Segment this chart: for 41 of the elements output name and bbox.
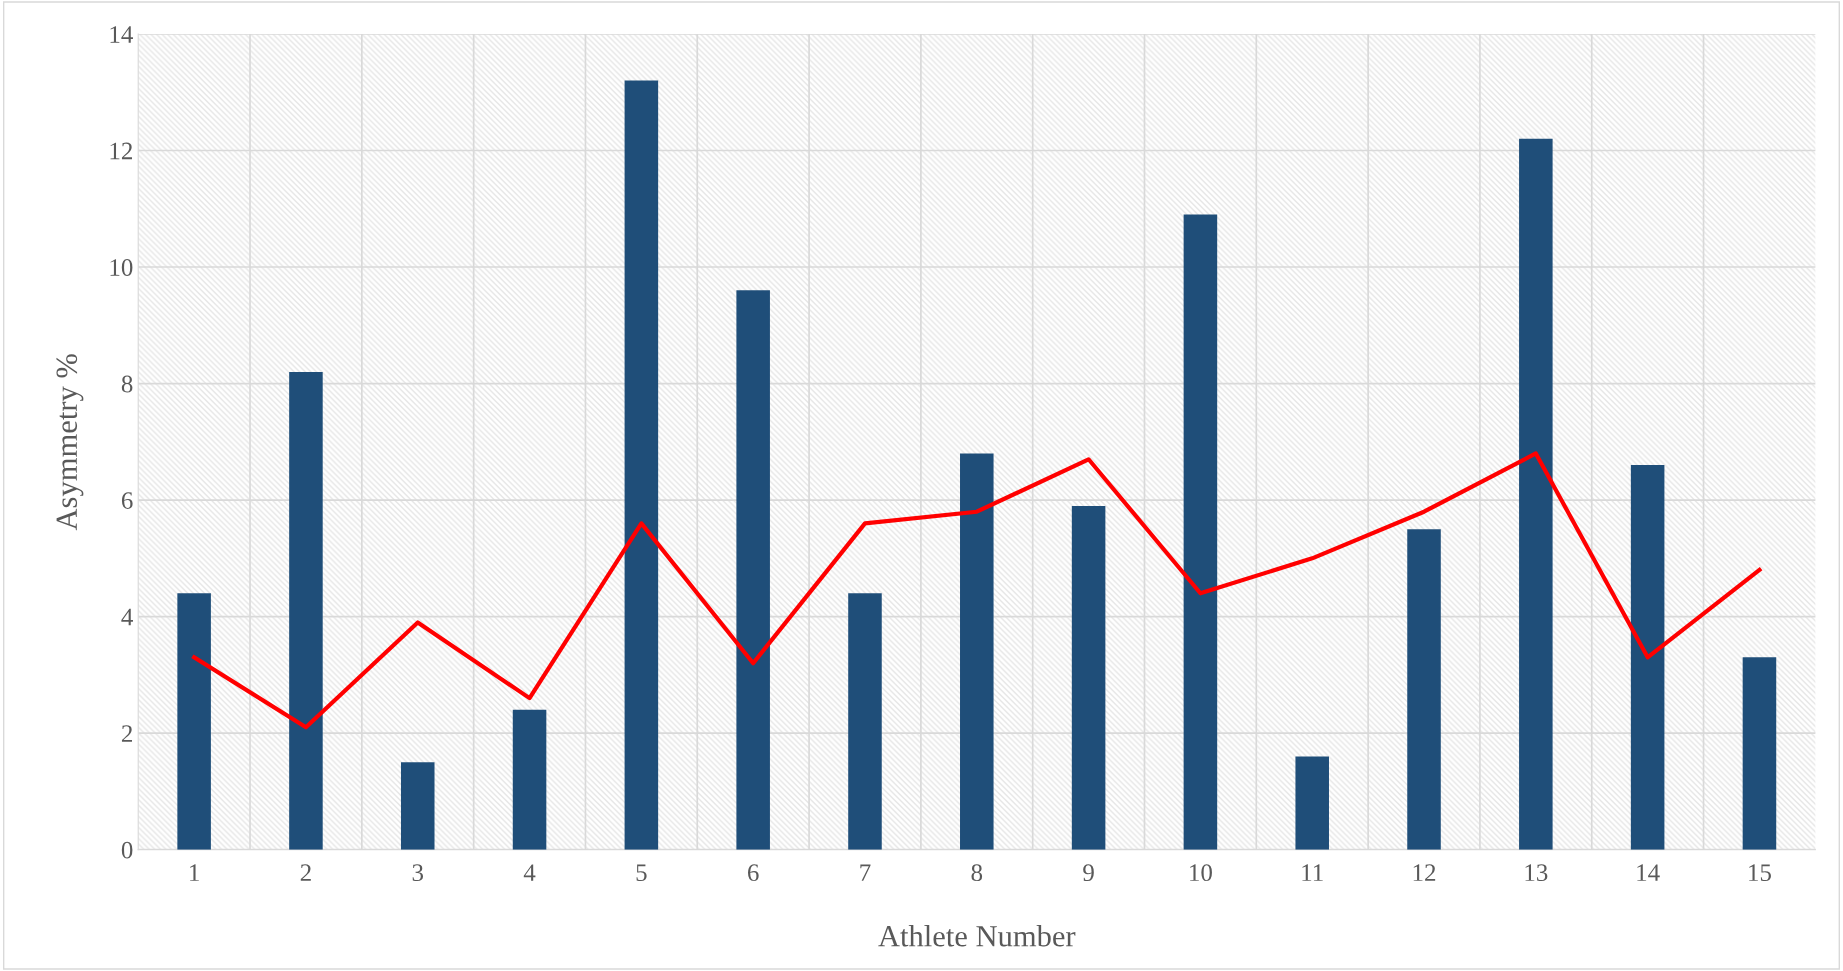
bar [177, 593, 211, 850]
x-tick-label: 5 [636, 864, 647, 882]
bar [289, 371, 323, 850]
x-tick-label: 14 [1637, 864, 1660, 881]
y-tick-label: 2 [121, 725, 132, 742]
x-tick-label: 10 [1190, 864, 1212, 882]
x-tick-label: 4 [523, 864, 536, 881]
y-tick-label: 6 [121, 492, 133, 509]
bar [512, 709, 547, 850]
x-tick-label: 9 [1083, 864, 1094, 882]
bar [736, 290, 770, 850]
x-tick-label: 8 [971, 864, 983, 882]
y-tick-label: 14 [110, 26, 133, 43]
y-tick-label: 8 [121, 375, 133, 393]
bar [1295, 756, 1329, 850]
y-tick-label: 10 [110, 259, 133, 276]
line-series [192, 451, 1762, 730]
x-tick-label: 7 [860, 864, 871, 881]
bar [848, 593, 882, 850]
y-axis-title: Asymmetry % [56, 354, 84, 531]
x-tick-label: 2 [300, 864, 311, 881]
bar [1407, 529, 1441, 850]
y-tick-label: 0 [121, 841, 133, 859]
x-tick-label: 11 [1302, 864, 1323, 881]
x-tick-label: 15 [1749, 864, 1771, 882]
y-tick-label: 12 [110, 142, 132, 160]
bar [1183, 214, 1218, 850]
x-tick-label: 12 [1413, 864, 1436, 881]
y-tick-label: 4 [121, 608, 133, 626]
bar [960, 453, 994, 850]
x-tick-label: 1 [190, 864, 199, 881]
bar [624, 80, 659, 850]
bar [1071, 505, 1106, 850]
bar [1742, 657, 1777, 850]
x-axis-title: Athlete Number [878, 925, 1076, 947]
x-tick-label: 6 [748, 864, 759, 882]
bar [1519, 138, 1553, 850]
bar [400, 762, 435, 850]
x-tick-label: 13 [1525, 864, 1548, 882]
x-tick-label: 3 [412, 864, 424, 882]
bar [1630, 465, 1665, 850]
